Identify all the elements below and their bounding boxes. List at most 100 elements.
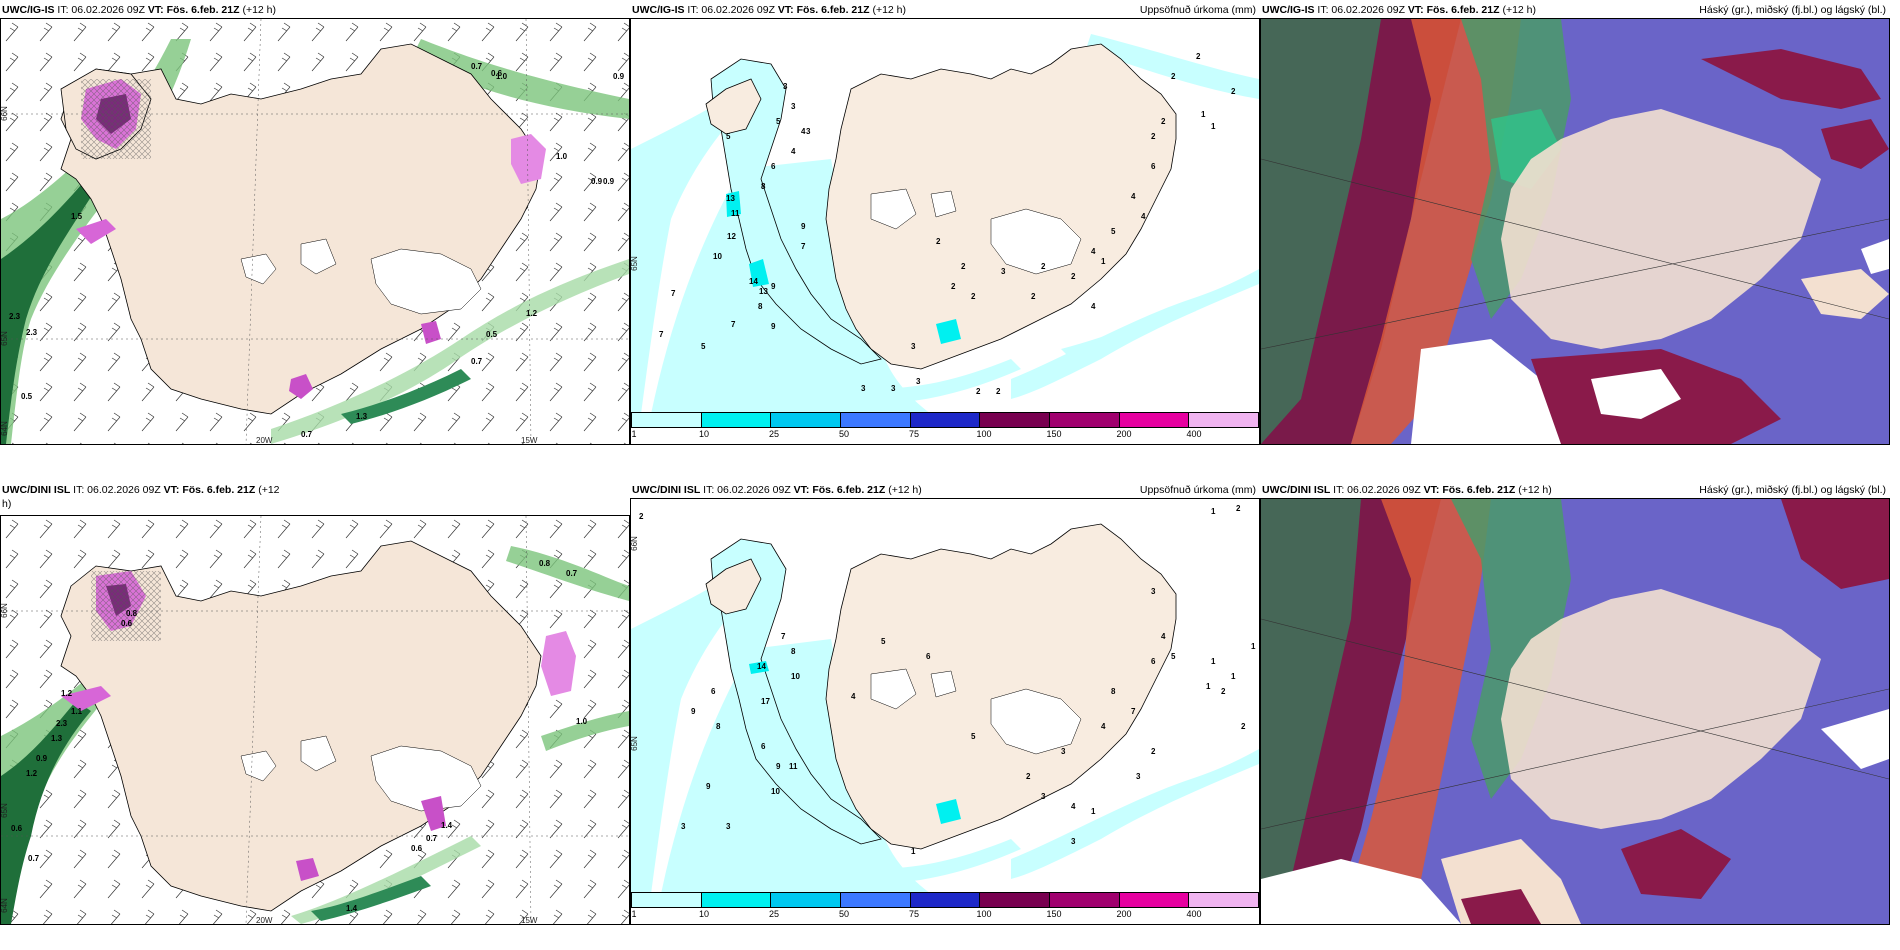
legend-swatch: [1050, 893, 1120, 907]
value-label: 1.2: [526, 309, 538, 318]
value-label: 2: [936, 237, 941, 246]
legend-tick: 200: [1116, 429, 1132, 439]
value-label: 1.4: [346, 904, 358, 913]
value-label: 7: [659, 330, 664, 339]
value-label: 0.7: [566, 569, 578, 578]
value-label: 4: [791, 147, 796, 156]
panel-title: Háský (gr.), miðský (fj.bl.) og lágský (…: [1699, 4, 1886, 16]
precip-map: 2 1 2 3 4 5 6 7 8 9 10 14 17 9 11 8 6 9 …: [631, 504, 1259, 894]
model-name: UWC/IG-IS: [1262, 4, 1315, 16]
valid-time: VT: Fös. 6.feb. 21Z: [1407, 4, 1500, 16]
value-label: 5: [881, 637, 886, 646]
value-label: 3: [1136, 772, 1141, 781]
map-frame[interactable]: 0.7 0.6 0.9 1.5 2.3 2.3 0.5 0.5 0.7 1.2 …: [0, 18, 630, 445]
value-label: 3: [861, 384, 866, 393]
legend-swatch: [771, 893, 842, 907]
init-time: IT: 06.02.2026 09Z: [1317, 4, 1405, 16]
value-label: 10: [771, 787, 780, 796]
value-label: 0.9: [613, 72, 625, 81]
value-label: 2: [1171, 72, 1176, 81]
value-label: 1: [1211, 657, 1216, 666]
value-label: 9: [771, 282, 776, 291]
value-label: 2: [1161, 117, 1166, 126]
value-label: 1: [1211, 507, 1216, 516]
value-label: 1: [1091, 807, 1096, 816]
value-label: 2.3: [26, 328, 38, 337]
value-label: 5: [701, 342, 706, 351]
legend-swatch: [771, 413, 842, 427]
value-label: 4: [1141, 212, 1146, 221]
lat-label: 64N: [0, 898, 9, 913]
value-label: 2.3: [9, 312, 21, 321]
colorbar-legend: 1 10 25 50 75 100 150 200 400: [631, 412, 1259, 442]
init-time: IT: 06.02.2026 09Z: [73, 484, 161, 496]
legend-swatch: [701, 893, 772, 907]
precip-values: 0.7 0.6 0.9 1.5 2.3 2.3 0.5 0.5 0.7 1.2 …: [9, 62, 625, 439]
value-label: 6: [926, 652, 931, 661]
value-label: 2: [639, 512, 644, 521]
model-name: UWC/IG-IS: [632, 4, 685, 16]
panel-header: UWC/IG-IS IT: 06.02.2026 09Z VT: Fös. 6.…: [630, 0, 1260, 20]
lon-label: 20W: [256, 916, 273, 925]
value-label: 8: [791, 647, 796, 656]
value-label: 9: [801, 222, 806, 231]
value-label: 0.7: [301, 430, 313, 439]
value-label: 3: [806, 127, 811, 136]
colorbar-legend: 1 10 25 50 75 100 150 200 400: [631, 892, 1259, 922]
map-frame[interactable]: [1260, 498, 1890, 925]
precip-values: 0.8 0.7 0.6 1.2 1.1 2.3 1.2 0.9 0.6 0.7 …: [11, 559, 588, 913]
lat-label: 65N: [630, 256, 639, 271]
value-label: 7: [671, 289, 676, 298]
value-label: 0.7: [426, 834, 438, 843]
precip-map: 3 3 5 4 4 6 8 13 11 12 10 7 7 9 8 9 7 9 …: [631, 34, 1259, 414]
value-label: 2.3: [56, 719, 68, 728]
value-label: 1: [1206, 682, 1211, 691]
panel-header: UWC/IG-IS IT: 06.02.2026 09Z VT: Fös. 6.…: [1260, 0, 1890, 20]
value-label: 2: [1221, 687, 1226, 696]
value-label: 8: [716, 722, 721, 731]
panel-title: Háský (gr.), miðský (fj.bl.) og lágský (…: [1699, 484, 1886, 496]
value-label: 12: [727, 232, 736, 241]
lon-label: 20W: [256, 436, 273, 445]
value-label: 6: [771, 162, 776, 171]
value-label: 6: [761, 742, 766, 751]
legend-swatch: [632, 893, 702, 907]
map-frame[interactable]: 0.8 0.7 0.6 1.2 1.1 2.3 1.2 0.9 0.6 0.7 …: [0, 515, 630, 925]
legend-swatch: [910, 893, 981, 907]
value-label: 3: [891, 384, 896, 393]
legend-tick: 50: [838, 909, 850, 919]
value-label: 6: [711, 687, 716, 696]
panel-title: Uppsöfnuð úrkoma (mm): [1139, 4, 1256, 16]
value-label: 1: [1211, 122, 1216, 131]
value-label: 2: [1231, 87, 1236, 96]
legend-swatch: [841, 893, 911, 907]
map-frame[interactable]: 3 3 5 4 4 6 8 13 11 12 10 7 7 9 8 9 7 9 …: [630, 18, 1260, 445]
legend-swatch: [841, 413, 911, 427]
lead-time: (+12: [258, 484, 280, 496]
value-label: 4: [1161, 632, 1166, 641]
legend-swatch: [701, 413, 772, 427]
value-label: 1.2: [61, 689, 73, 698]
panel-header: UWC/IG-IS IT: 06.02.2026 09Z VT: Fös. 6.…: [0, 0, 630, 20]
panel-wind-precip-igis: UWC/IG-IS IT: 06.02.2026 09Z VT: Fös. 6.…: [0, 0, 630, 445]
value-label: 8: [758, 302, 763, 311]
value-label: 2: [951, 282, 956, 291]
value-label: 13: [759, 287, 768, 296]
value-label: 2: [1041, 262, 1046, 271]
legend-tick: 10: [698, 429, 710, 439]
map-frame[interactable]: 2 1 2 3 4 5 6 7 8 9 10 14 17 9 11 8 6 9 …: [630, 498, 1260, 925]
value-label: 17: [761, 697, 770, 706]
value-label: 3: [1151, 587, 1156, 596]
value-label: 3: [911, 342, 916, 351]
value-label: 0.8: [539, 559, 551, 568]
value-label: 0.6: [11, 824, 23, 833]
lead-time-cont: h): [2, 498, 12, 510]
value-label: 5: [1171, 652, 1176, 661]
map-frame[interactable]: [1260, 18, 1890, 445]
legend-tick: 1: [631, 429, 637, 439]
value-label: 4: [801, 127, 806, 136]
init-time: IT: 06.02.2026 09Z: [687, 4, 775, 16]
value-label: 2: [1151, 132, 1156, 141]
value-label: 10: [791, 672, 800, 681]
value-label: 2: [1241, 722, 1246, 731]
